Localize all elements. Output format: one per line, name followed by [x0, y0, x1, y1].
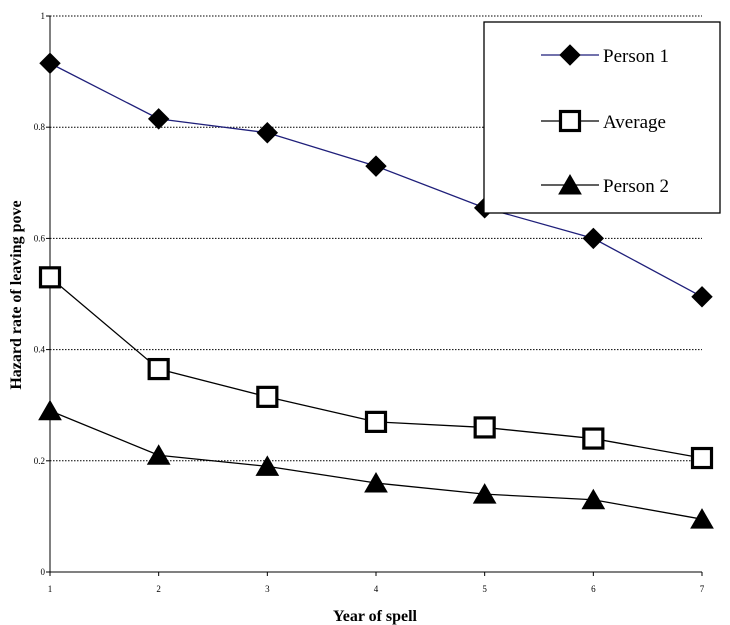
data-point-average [147, 357, 170, 381]
x-tick-label: 4 [374, 584, 379, 594]
data-point-average [690, 446, 714, 470]
x-tick-label: 2 [156, 584, 161, 594]
legend-marker [558, 174, 582, 195]
x-tick-label: 7 [700, 584, 705, 594]
data-point-person-1 [691, 286, 713, 308]
data-point-person-1 [365, 155, 387, 177]
data-point-person-1 [39, 52, 61, 74]
data-point-person-1 [582, 227, 605, 250]
data-point-person-2 [38, 399, 62, 421]
legend-item-average: Average [541, 109, 666, 133]
x-tick-label: 3 [265, 584, 270, 594]
y-tick-label: 0.8 [34, 122, 46, 132]
data-point-person-2 [472, 483, 497, 504]
data-point-person-2 [581, 488, 606, 510]
data-point-person-2 [690, 508, 714, 529]
legend-item-person-1: Person 1 [541, 44, 669, 67]
legend-box [483, 21, 721, 214]
legend-label: Person 2 [603, 176, 669, 197]
data-point-average [582, 427, 605, 450]
data-point-average [473, 416, 496, 439]
x-axis-title: Year of spell [333, 608, 418, 625]
y-axis-title: Hazard rate of leaving pove [8, 200, 25, 389]
series-person-2 [38, 399, 714, 529]
y-tick-label: 0.4 [34, 345, 46, 355]
legend-item-person-2: Person 2 [541, 174, 669, 197]
legend: Person 1 Average Person 2 [483, 21, 721, 214]
data-point-person-2 [255, 455, 280, 476]
x-tick-label: 5 [482, 584, 487, 594]
x-tick-label: 6 [591, 584, 596, 594]
y-tick-label: 0 [41, 567, 46, 577]
legend-marker [558, 109, 582, 133]
data-point-average [364, 410, 388, 433]
series [38, 52, 714, 529]
series-average [38, 266, 714, 470]
data-point-person-2 [364, 472, 388, 493]
legend-marker [559, 44, 581, 66]
data-point-average [256, 385, 279, 408]
x-tick-label: 1 [48, 584, 53, 594]
data-point-person-2 [146, 444, 171, 465]
data-point-person-1 [256, 122, 279, 144]
y-ticks: 0 0.2 0.4 0.6 0.8 1 [34, 11, 50, 577]
y-tick-label: 0.6 [34, 233, 46, 243]
y-tick-label: 1 [41, 11, 46, 21]
data-point-average [38, 266, 62, 289]
y-tick-label: 0.2 [34, 456, 45, 466]
x-ticks: 1 2 3 4 5 6 7 [48, 572, 705, 594]
data-point-person-1 [147, 108, 170, 130]
legend-label: Average [603, 112, 666, 133]
legend-label: Person 1 [603, 46, 669, 67]
